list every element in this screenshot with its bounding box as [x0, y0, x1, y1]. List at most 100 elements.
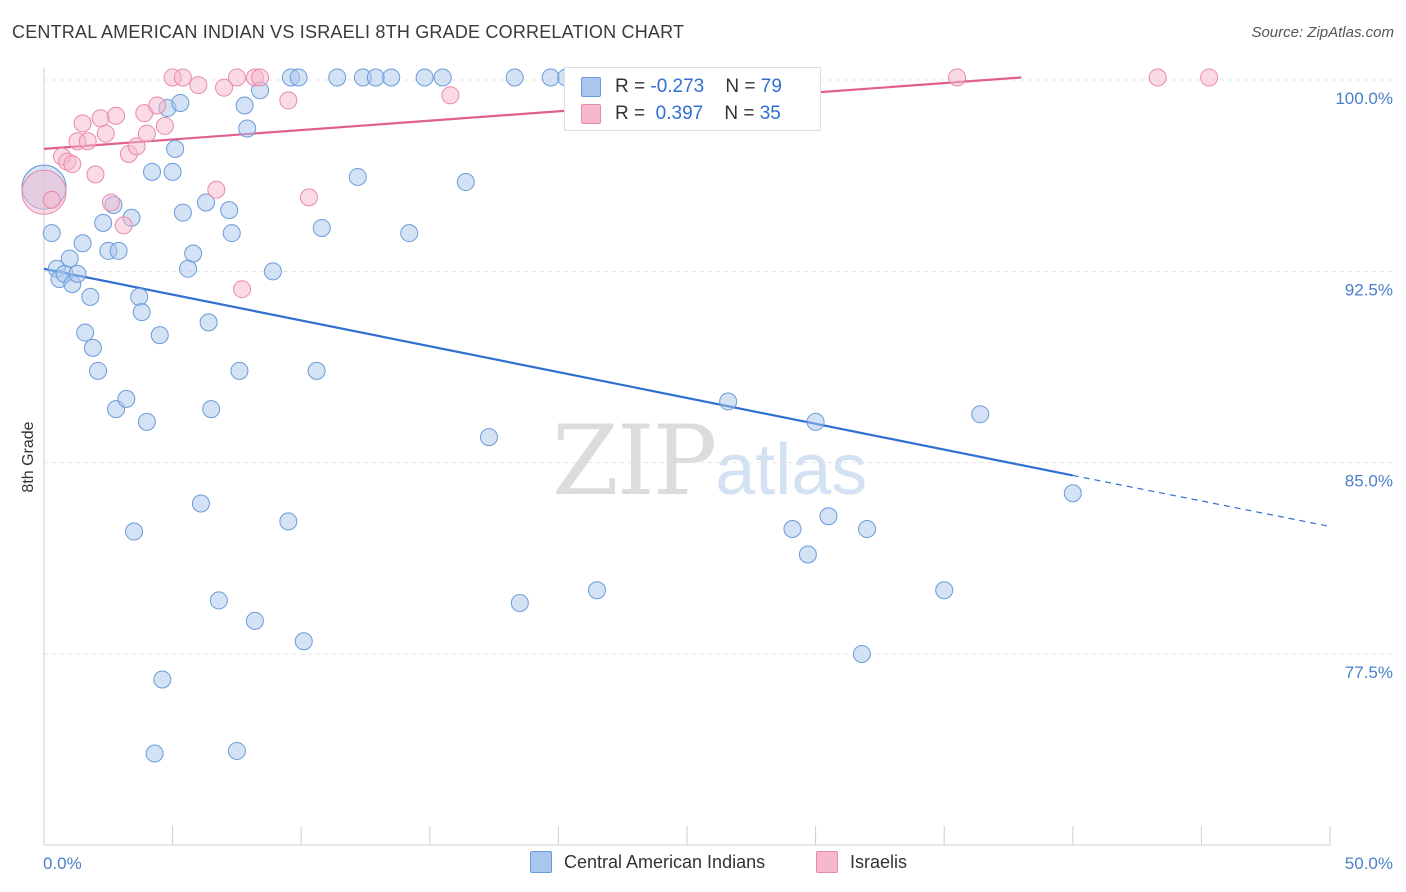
blue-data-point — [73, 234, 92, 253]
blue-data-point — [587, 581, 606, 600]
trend-lines — [43, 76, 1331, 528]
pink-data-point — [148, 96, 167, 115]
blue-data-point — [245, 611, 264, 630]
pink-data-point — [189, 76, 208, 95]
blue-data-point — [137, 412, 156, 431]
r-value: -0.273 — [650, 76, 705, 97]
blue-data-point — [456, 173, 475, 192]
pink-data-point — [299, 188, 318, 207]
correlation-legend: R = -0.273 N = 79 R = 0.397 N = 35 — [564, 67, 821, 131]
blue-data-point — [312, 218, 331, 237]
x-tick-label: 0.0% — [43, 854, 82, 873]
data-points — [21, 68, 1219, 763]
blue-trend-extension — [1072, 474, 1331, 528]
blue-data-point — [42, 224, 61, 243]
blue-data-point — [145, 744, 164, 763]
blue-data-point — [935, 581, 954, 600]
blue-data-point — [783, 519, 802, 538]
r-value: 0.397 — [650, 103, 704, 124]
blue-data-point — [366, 68, 385, 87]
blue-data-point — [382, 68, 401, 87]
pink-data-point — [227, 68, 246, 87]
legend-label: Central American Indians — [564, 851, 766, 872]
pink-data-point — [137, 124, 156, 143]
pink-data-point — [101, 193, 120, 212]
blue-data-point — [222, 224, 241, 243]
pink-data-point — [1200, 68, 1219, 87]
blue-data-point — [806, 412, 825, 431]
n-value: 35 — [759, 103, 781, 124]
blue-data-point — [263, 262, 282, 281]
pink-data-point — [63, 155, 82, 174]
blue-data-point — [227, 741, 246, 760]
blue-data-point — [719, 392, 738, 411]
blue-data-point — [541, 68, 560, 87]
pink-data-point — [78, 132, 97, 151]
pink-data-point — [251, 68, 270, 87]
blue-data-point — [479, 428, 498, 447]
blue-data-point — [858, 519, 877, 538]
pink-data-point — [207, 180, 226, 199]
blue-data-point — [202, 400, 221, 419]
pink-data-point — [127, 137, 146, 156]
watermark-atlas: atlas — [715, 430, 868, 510]
blue-data-point — [166, 139, 185, 158]
watermark: ZIPatlas — [552, 405, 867, 517]
source-label: Source: ZipAtlas.com — [1251, 24, 1394, 41]
blue-data-point — [294, 632, 313, 651]
blue-data-point — [289, 68, 308, 87]
legend-item-israelis[interactable]: Israelis — [816, 851, 907, 873]
blue-data-point — [163, 162, 182, 181]
blue-data-point — [171, 93, 190, 112]
pink-data-point — [948, 68, 967, 87]
blue-data-point — [197, 193, 216, 212]
blue-data-point — [60, 249, 79, 268]
blue-data-point — [191, 494, 210, 513]
y-axis-label: 8th Grade — [20, 421, 37, 492]
pink-data-point — [107, 106, 126, 125]
blue-data-point — [179, 259, 198, 278]
blue-data-point — [238, 119, 257, 138]
blue-data-point — [819, 507, 838, 526]
blue-data-point — [235, 96, 254, 115]
blue-data-point — [76, 323, 95, 342]
blue-data-point — [433, 68, 452, 87]
x-tick-label: 50.0% — [1345, 854, 1393, 873]
blue-data-point — [83, 338, 102, 357]
blue-data-point — [415, 68, 434, 87]
pink-data-point — [91, 109, 110, 128]
blue-data-point — [505, 68, 524, 87]
pink-data-point — [233, 280, 252, 299]
blue-data-point — [130, 287, 149, 306]
pink-trend-line — [43, 76, 1022, 150]
pink-data-point — [73, 114, 92, 133]
blue-data-point — [307, 361, 326, 380]
blue-data-point — [199, 313, 218, 332]
y-tick-label: 85.0% — [1345, 472, 1393, 491]
blue-data-point — [132, 303, 151, 322]
pink-data-point — [86, 165, 105, 184]
pink-data-point — [155, 116, 174, 135]
tick-labels: 77.5% 85.0% 92.5% 100.0% 0.0% 50.0% 8th Grade — [20, 89, 1393, 873]
y-tick-label: 77.5% — [1345, 663, 1393, 682]
blue-data-point — [94, 213, 113, 232]
pink-swatch-icon — [581, 104, 601, 124]
blue-data-point — [68, 264, 87, 283]
blue-data-point — [852, 645, 871, 663]
blue-swatch-icon — [581, 77, 601, 97]
blue-data-point — [109, 241, 128, 260]
y-tick-label: 92.5% — [1345, 280, 1393, 299]
pink-swatch-icon — [816, 851, 838, 873]
blue-data-point — [328, 68, 347, 87]
blue-swatch-icon — [530, 851, 552, 873]
blue-data-point — [209, 591, 228, 610]
pink-data-point — [173, 68, 192, 87]
legend-item-central-american-indians[interactable]: Central American Indians — [530, 851, 765, 873]
blue-data-point — [230, 361, 249, 380]
legend-row-pink: R = 0.397 N = 35 — [581, 102, 781, 126]
pink-data-point — [114, 216, 133, 235]
blue-data-point — [400, 224, 419, 243]
blue-data-point — [153, 670, 172, 689]
blue-data-point — [81, 287, 100, 306]
